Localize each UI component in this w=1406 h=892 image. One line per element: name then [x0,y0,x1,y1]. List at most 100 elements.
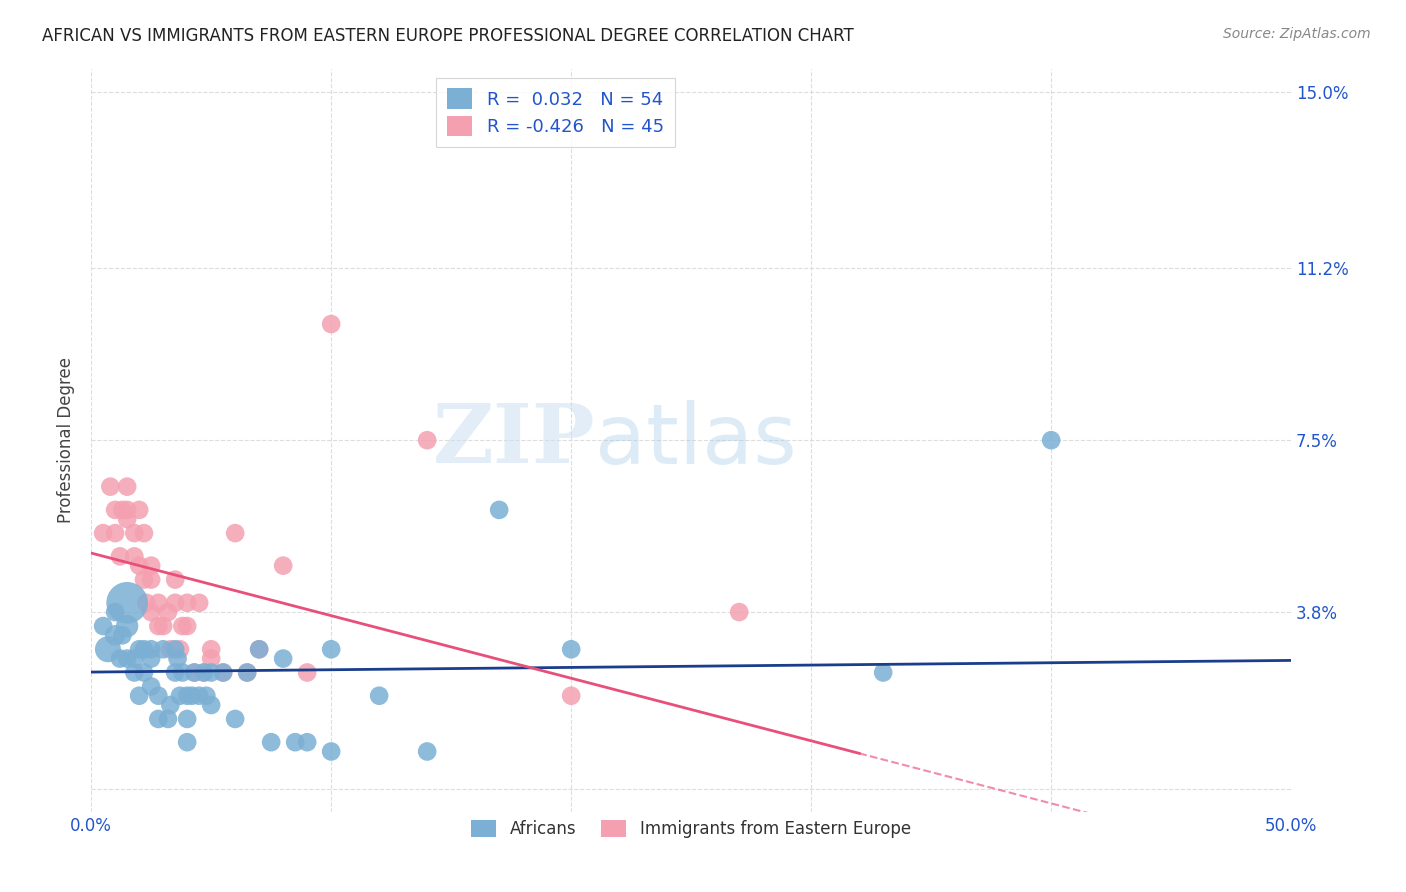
Point [166,651,188,665]
Point [124,549,146,564]
Point [368,689,391,703]
Point [416,433,439,447]
Point [183,665,205,680]
Point [176,735,198,749]
Point [176,619,198,633]
Point [124,526,146,541]
Point [128,503,150,517]
Point [260,735,283,749]
Point [141,642,163,657]
Point [135,596,157,610]
Point [284,735,307,749]
Point [115,619,138,633]
Point [224,712,246,726]
Point [98,480,121,494]
Point [156,712,179,726]
Point [176,712,198,726]
Point [141,573,163,587]
Point [141,558,163,573]
Point [172,619,194,633]
Point [128,642,150,657]
Point [271,651,294,665]
Point [183,665,205,680]
Point [295,665,318,680]
Point [200,642,222,657]
Point [181,689,204,703]
Point [104,503,127,517]
Point [728,605,751,619]
Point [141,605,163,619]
Point [148,596,170,610]
Text: Source: ZipAtlas.com: Source: ZipAtlas.com [1223,27,1371,41]
Point [247,642,270,657]
Text: atlas: atlas [595,400,797,481]
Point [224,526,246,541]
Point [560,642,582,657]
Point [104,605,127,619]
Point [176,689,198,703]
Text: AFRICAN VS IMMIGRANTS FROM EASTERN EUROPE PROFESSIONAL DEGREE CORRELATION CHART: AFRICAN VS IMMIGRANTS FROM EASTERN EUROP… [42,27,853,45]
Point [488,503,510,517]
Point [193,665,215,680]
Point [165,642,187,657]
Point [108,549,131,564]
Point [152,619,174,633]
Point [188,689,211,703]
Point [200,651,222,665]
Y-axis label: Professional Degree: Professional Degree [58,357,75,524]
Point [132,573,155,587]
Point [148,712,170,726]
Point [321,744,343,758]
Point [156,605,179,619]
Point [104,628,127,642]
Point [560,689,582,703]
Point [124,665,146,680]
Point [115,596,138,610]
Point [176,596,198,610]
Point [1040,433,1063,447]
Text: ZIP: ZIP [433,401,595,480]
Point [128,689,150,703]
Point [141,680,163,694]
Point [193,665,215,680]
Point [169,689,191,703]
Point [115,503,138,517]
Point [115,512,138,526]
Point [416,744,439,758]
Point [172,665,194,680]
Point [97,642,120,657]
Point [132,642,155,657]
Point [872,665,894,680]
Point [165,596,187,610]
Point [212,665,235,680]
Point [200,665,222,680]
Point [165,665,187,680]
Point [321,642,343,657]
Point [200,698,222,712]
Point [188,596,211,610]
Point [132,665,155,680]
Point [111,503,134,517]
Point [91,619,114,633]
Point [104,526,127,541]
Legend: Africans, Immigrants from Eastern Europe: Africans, Immigrants from Eastern Europe [465,813,918,845]
Point [159,642,181,657]
Point [132,526,155,541]
Point [271,558,294,573]
Point [115,480,138,494]
Point [91,526,114,541]
Point [115,651,138,665]
Point [247,642,270,657]
Point [148,689,170,703]
Point [195,689,218,703]
Point [295,735,318,749]
Point [236,665,259,680]
Point [236,665,259,680]
Point [321,317,343,331]
Point [212,665,235,680]
Point [128,558,150,573]
Point [148,619,170,633]
Point [159,698,181,712]
Point [124,651,146,665]
Point [111,628,134,642]
